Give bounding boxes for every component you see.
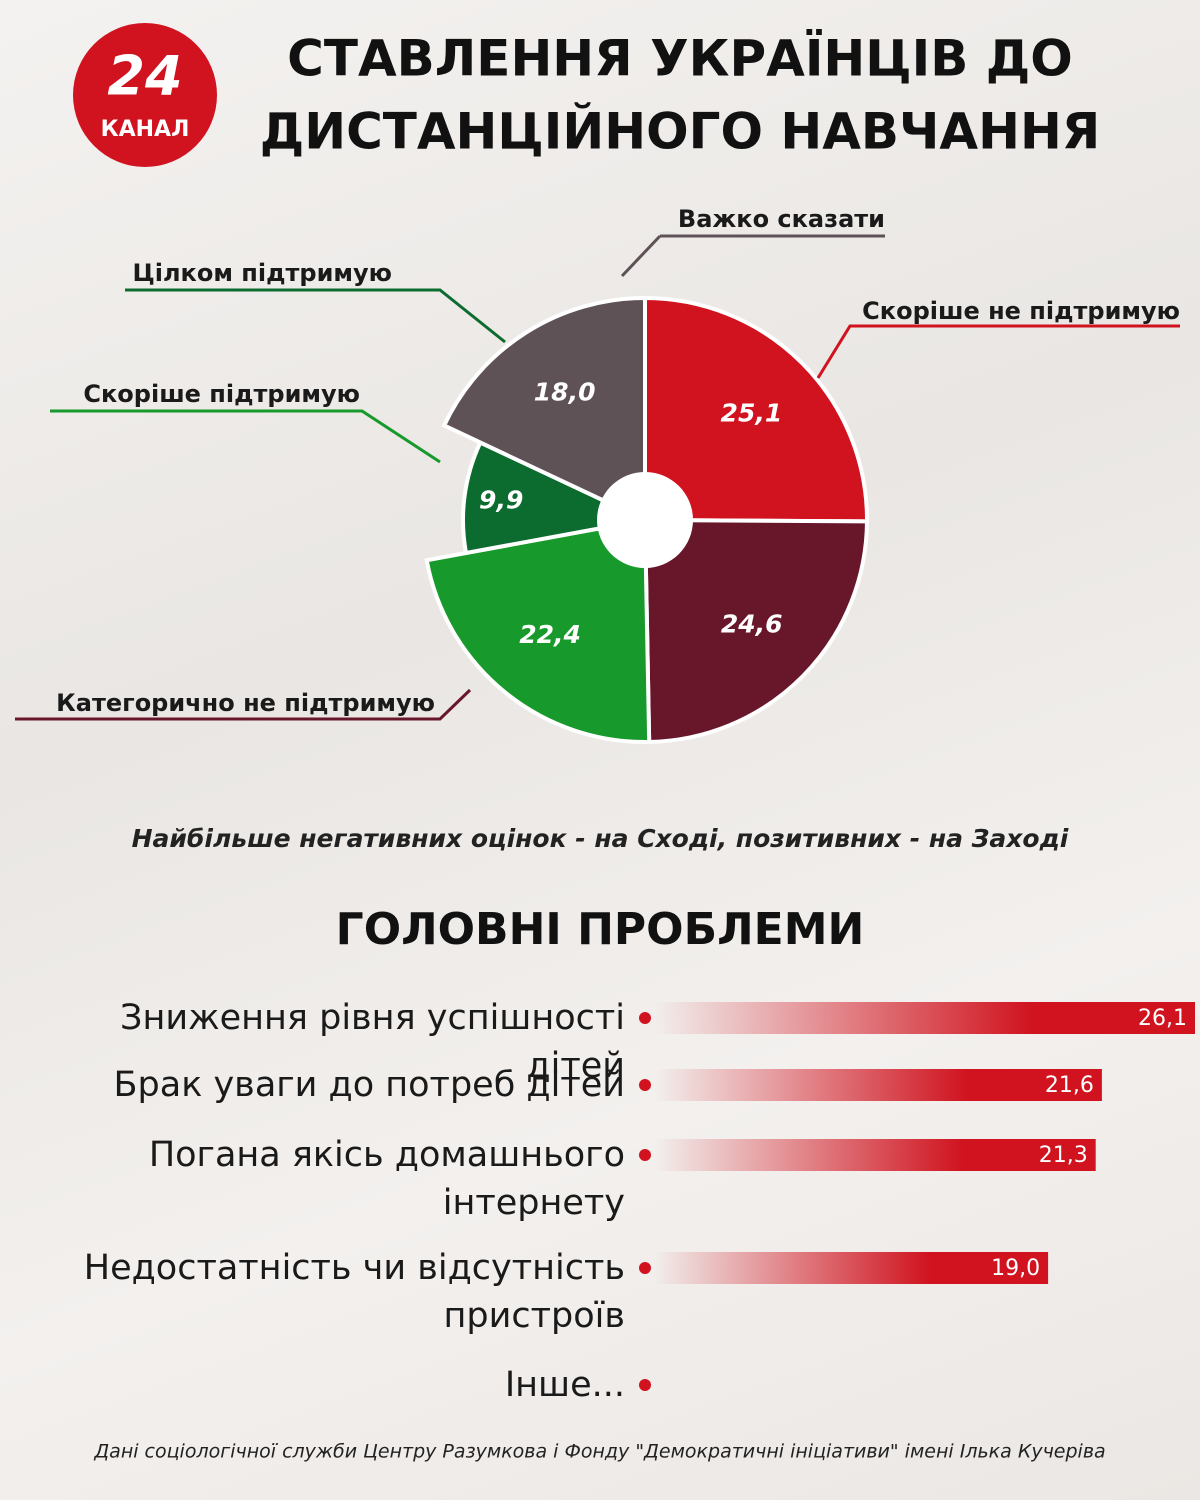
slice-label: Важко сказати (678, 205, 885, 233)
bar-category-label: Інше... (504, 1365, 625, 1405)
slice-label: Цілком підтримую (132, 259, 392, 287)
bullet (639, 1149, 651, 1161)
logo-text: КАНАЛ (101, 117, 190, 142)
bullet (639, 1379, 651, 1391)
slice-value-label: 18,0 (534, 377, 596, 406)
pie-hole (597, 472, 693, 568)
logo-number: 24 (107, 45, 182, 108)
slice-label: Скоріше не підтримую (862, 297, 1180, 325)
bullet (639, 1262, 651, 1274)
pie-slice (643, 295, 869, 524)
bar (655, 1002, 1195, 1034)
bar-category-label: Зниження рівня успішності дітей (120, 998, 625, 1086)
leader-line (816, 324, 1180, 379)
bar (655, 1139, 1096, 1171)
pie-slice (441, 295, 647, 524)
bar-value-label: 21,3 (1039, 1143, 1088, 1168)
title: СТАВЛЕННЯ УКРАЇНЦІВ ДО (287, 30, 1073, 88)
bar-value-label: 19,0 (991, 1256, 1040, 1281)
slice-value-label: 25,1 (721, 398, 783, 427)
leader-line (620, 234, 885, 278)
bullet (639, 1079, 651, 1091)
leader-line (50, 409, 441, 464)
bar-category-label: Погана якісь домашнього інтернету (148, 1135, 625, 1223)
leader-line (15, 688, 472, 721)
pie-slice (642, 517, 870, 744)
pie-slice (424, 517, 652, 744)
slice-value-label: 22,4 (519, 620, 581, 649)
bar-value-label: 21,6 (1045, 1073, 1094, 1098)
source: Дані соціологічної служби Центру Разумко… (93, 1441, 1105, 1463)
title: ДИСТАНЦІЙНОГО НАВЧАННЯ (260, 102, 1101, 161)
slice-label: Скоріше підтримую (83, 380, 360, 408)
logo-circle (73, 23, 217, 167)
bar (655, 1252, 1049, 1284)
bar-category-label: Недостатність чи відсутність пристроїв (83, 1248, 625, 1336)
slice-label: Категорично не підтримую (56, 689, 435, 717)
bar-value-label: 26,1 (1138, 1006, 1187, 1031)
note: Найбільше негативних оцінок - на Сході, … (132, 824, 1069, 853)
bar-category-label: Брак уваги до потреб дітей (113, 1065, 625, 1105)
section-title: ГОЛОВНІ ПРОБЛЕМИ (336, 904, 865, 955)
bar (655, 1069, 1102, 1101)
slice-value-label: 9,9 (479, 485, 523, 514)
slice-value-label: 24,6 (721, 609, 783, 638)
bullet (639, 1012, 651, 1024)
leader-line (125, 288, 506, 344)
